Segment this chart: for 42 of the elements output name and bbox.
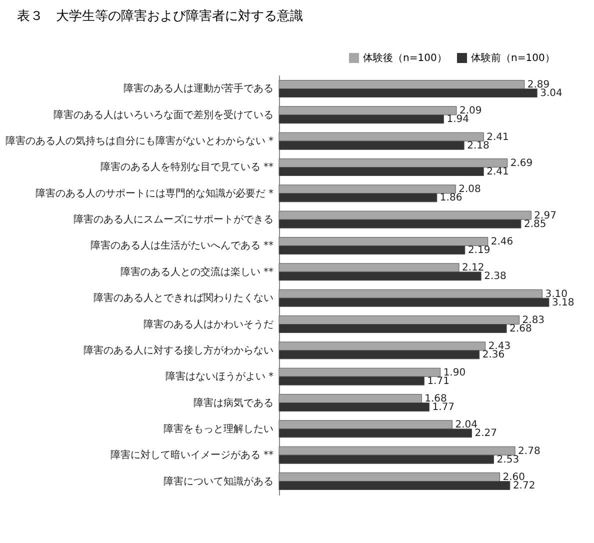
data-label: 2.18: [467, 140, 490, 152]
y-tick-label: 障害のある人を特別な目で見ている **: [100, 161, 274, 174]
data-label: 2.27: [474, 428, 497, 440]
data-label: 2.46: [490, 236, 514, 248]
data-label: 2.19: [468, 245, 490, 256]
y-tick-label: 障害のある人はいろいろな面で差別を受けている: [54, 108, 274, 121]
data-label: 1.94: [446, 114, 469, 126]
y-tick-label: 障害のある人とできれば関わりたくない: [94, 292, 274, 304]
data-label: 2.85: [524, 218, 546, 230]
data-label: 2.04: [455, 420, 478, 431]
data-label: 1.77: [432, 402, 455, 414]
y-tick-label: 障害に対して暗いイメージがある **: [110, 449, 274, 462]
data-label: 2.12: [462, 262, 484, 274]
data-label: 2.41: [486, 132, 509, 143]
y-tick-label: 障害をもっと理解したい: [164, 422, 274, 435]
data-label: 2.36: [482, 350, 505, 361]
data-label: 3.18: [552, 297, 574, 308]
data-label: 2.78: [518, 446, 540, 457]
y-tick-label: 障害のある人は運動が苦手である: [124, 82, 274, 95]
legend-label: 体験前（n=100）: [471, 52, 555, 64]
y-tick-label: 障害は病気である: [194, 396, 274, 409]
data-label: 1.71: [427, 376, 450, 387]
y-tick-label: 障害のある人の気持ちは自分にも障害がないとわからない *: [5, 135, 274, 148]
data-label: 2.68: [510, 324, 532, 335]
legend-label: 体験後（n=100）: [363, 52, 447, 64]
y-tick-label: 障害のある人にスムーズにサポートができる: [74, 214, 274, 226]
y-tick-label: 障害のある人は生活がたいへんである **: [90, 240, 274, 252]
y-tick-label: 障害のある人との交流は楽しい **: [120, 266, 274, 278]
data-label: 2.72: [512, 480, 536, 492]
y-tick-label: 障害のある人に対する接し方がわからない: [84, 344, 274, 356]
data-label: 2.41: [486, 166, 509, 178]
data-label: 1.86: [440, 192, 462, 204]
y-tick-label: 障害について知識がある: [164, 475, 274, 488]
y-tick-label: 障害のある人はかわいそうだ: [144, 318, 274, 330]
text: 表３ 大学生等の障害および障害者に対する意識: [17, 8, 303, 24]
data-label: 3.04: [540, 88, 562, 99]
y-tick-label: 障害はないほうがよい *: [165, 370, 274, 383]
data-label: 2.69: [510, 158, 533, 169]
data-label: 2.38: [484, 271, 506, 282]
data-label: 2.53: [496, 454, 520, 466]
y-tick-label: 障害のある人のサポートには専門的な知識が必要だ *: [35, 187, 274, 200]
data-label: 2.08: [458, 184, 481, 196]
